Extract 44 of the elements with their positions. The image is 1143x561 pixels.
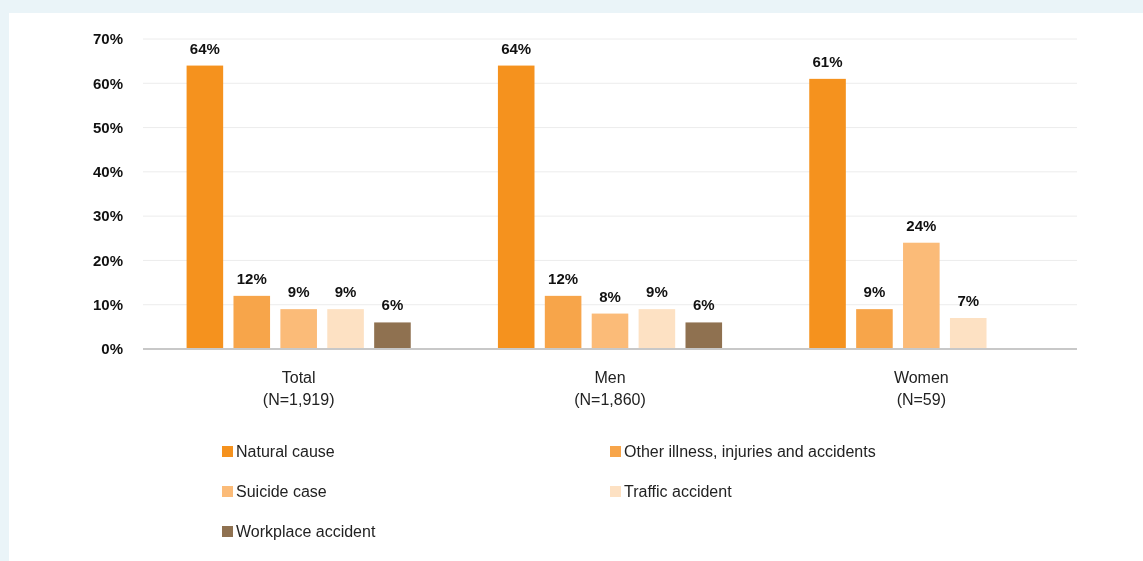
bar bbox=[591, 313, 629, 349]
legend-label: Suicide case bbox=[236, 483, 327, 500]
data-label: 9% bbox=[334, 283, 357, 301]
data-label: 9% bbox=[646, 283, 668, 301]
bar bbox=[685, 322, 723, 349]
bar bbox=[374, 322, 411, 349]
y-tick-label: 20% bbox=[92, 251, 123, 269]
data-label: 61% bbox=[812, 52, 843, 70]
bar bbox=[233, 295, 271, 349]
y-tick-label: 70% bbox=[92, 30, 123, 48]
data-label: 6% bbox=[381, 296, 404, 314]
x-tick-label: Women (N=59) bbox=[893, 369, 949, 408]
bar bbox=[903, 242, 940, 349]
y-tick-label: 10% bbox=[92, 296, 123, 314]
bar bbox=[638, 309, 676, 349]
data-label: 12% bbox=[548, 269, 579, 287]
bar bbox=[856, 309, 893, 349]
legend-label: Other illness, injuries and accidents bbox=[624, 443, 876, 460]
bar bbox=[544, 295, 582, 349]
data-label: 9% bbox=[863, 283, 886, 301]
bar bbox=[280, 309, 317, 349]
data-label: 8% bbox=[599, 287, 621, 305]
y-tick-label: 40% bbox=[92, 163, 123, 181]
bar bbox=[327, 309, 364, 349]
bar bbox=[949, 318, 987, 349]
legend-label: Traffic accident bbox=[624, 483, 733, 500]
bar bbox=[186, 65, 224, 349]
data-label: 7% bbox=[957, 292, 980, 309]
x-tick-label: Men (N=1,860) bbox=[574, 369, 646, 408]
y-tick-label: 60% bbox=[92, 74, 123, 92]
data-label: 64% bbox=[189, 39, 220, 57]
bar bbox=[809, 78, 846, 349]
x-tick-label: Total (N=1,919) bbox=[262, 369, 335, 408]
legend-label: Natural cause bbox=[236, 443, 335, 460]
data-label: 24% bbox=[906, 216, 937, 234]
legend-label: Workplace accident bbox=[236, 523, 376, 540]
bar bbox=[497, 65, 535, 349]
data-label: 9% bbox=[287, 283, 310, 301]
data-label: 6% bbox=[692, 296, 715, 314]
y-tick-label: 30% bbox=[92, 207, 123, 225]
data-label: 64% bbox=[501, 39, 532, 57]
data-label: 12% bbox=[236, 269, 267, 287]
y-tick-label: 0% bbox=[101, 340, 123, 358]
y-tick-label: 50% bbox=[92, 118, 123, 136]
